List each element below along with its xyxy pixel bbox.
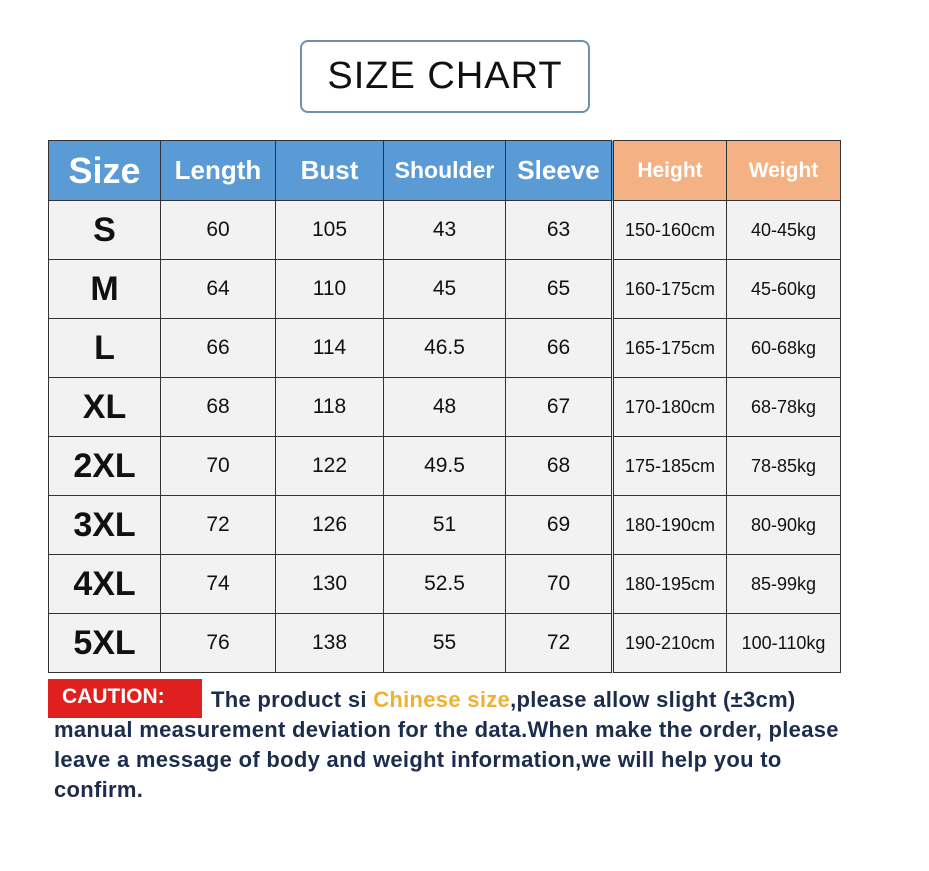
table-cell: 85-99kg	[726, 554, 841, 614]
column-header-bust: Bust	[275, 140, 384, 201]
column-header-weight: Weight	[726, 140, 841, 201]
table-row: M 64 110 45 65 160-175cm 45-60kg	[48, 259, 841, 319]
table-cell: 70	[160, 436, 276, 496]
table-cell: 114	[275, 318, 384, 378]
table-cell: 180-190cm	[611, 495, 727, 555]
table-cell: 68	[160, 377, 276, 437]
table-cell: 66	[505, 318, 613, 378]
header-row: Size Length Bust Shoulder Sleeve Height Weight	[48, 140, 841, 201]
table-cell: 110	[275, 259, 384, 319]
column-header-sleeve: Sleeve	[505, 140, 613, 201]
note-text-after: ,please allow slight (±3cm) manual measu…	[54, 687, 839, 802]
table-row: L 66 114 46.5 66 165-175cm 60-68kg	[48, 318, 841, 378]
table-row: S 60 105 43 63 150-160cm 40-45kg	[48, 200, 841, 260]
table-cell: 118	[275, 377, 384, 437]
table-cell: 105	[275, 200, 384, 260]
size-cell: S	[48, 200, 161, 260]
table-cell: 43	[383, 200, 506, 260]
table-row: 5XL 76 138 55 72 190-210cm 100-110kg	[48, 613, 841, 673]
table-cell: 52.5	[383, 554, 506, 614]
table-cell: 45-60kg	[726, 259, 841, 319]
column-header-height: Height	[611, 140, 727, 201]
table-cell: 100-110kg	[726, 613, 841, 673]
table-cell: 67	[505, 377, 613, 437]
note-text-before: The product si	[211, 687, 374, 712]
table-cell: 68	[505, 436, 613, 496]
table-cell: 64	[160, 259, 276, 319]
table-cell: 55	[383, 613, 506, 673]
table-cell: 138	[275, 613, 384, 673]
table-cell: 60-68kg	[726, 318, 841, 378]
table-row: 4XL 74 130 52.5 70 180-195cm 85-99kg	[48, 554, 841, 614]
table-cell: 63	[505, 200, 613, 260]
size-cell: 4XL	[48, 554, 161, 614]
table-cell: 80-90kg	[726, 495, 841, 555]
table-cell: 180-195cm	[611, 554, 727, 614]
table-row: 2XL 70 122 49.5 68 175-185cm 78-85kg	[48, 436, 841, 496]
table-cell: 175-185cm	[611, 436, 727, 496]
table-cell: 68-78kg	[726, 377, 841, 437]
size-table: Size Length Bust Shoulder Sleeve Height Weight…	[48, 140, 841, 673]
table-cell: 76	[160, 613, 276, 673]
size-cell: 3XL	[48, 495, 161, 555]
size-cell: L	[48, 318, 161, 378]
caution-label: CAUTION:	[48, 679, 202, 718]
table-cell: 126	[275, 495, 384, 555]
table-cell: 72	[505, 613, 613, 673]
table-cell: 170-180cm	[611, 377, 727, 437]
table-cell: 40-45kg	[726, 200, 841, 260]
table-cell: 165-175cm	[611, 318, 727, 378]
table-cell: 74	[160, 554, 276, 614]
note-highlight: Chinese size	[373, 687, 511, 712]
column-header-shoulder: Shoulder	[383, 140, 506, 201]
table-row: 3XL 72 126 51 69 180-190cm 80-90kg	[48, 495, 841, 555]
table-cell: 160-175cm	[611, 259, 727, 319]
table-cell: 69	[505, 495, 613, 555]
table-cell: 150-160cm	[611, 200, 727, 260]
table-cell: 78-85kg	[726, 436, 841, 496]
table-cell: 46.5	[383, 318, 506, 378]
table-cell: 45	[383, 259, 506, 319]
table-row: XL 68 118 48 67 170-180cm 68-78kg	[48, 377, 841, 437]
table-cell: 130	[275, 554, 384, 614]
column-header-length: Length	[160, 140, 276, 201]
table-cell: 65	[505, 259, 613, 319]
table-cell: 66	[160, 318, 276, 378]
table-cell: 70	[505, 554, 613, 614]
table-cell: 60	[160, 200, 276, 260]
table-cell: 49.5	[383, 436, 506, 496]
size-cell: 2XL	[48, 436, 161, 496]
size-cell: 5XL	[48, 613, 161, 673]
size-chart-title: SIZE CHART	[300, 40, 590, 113]
table-cell: 72	[160, 495, 276, 555]
table-cell: 122	[275, 436, 384, 496]
table-cell: 51	[383, 495, 506, 555]
table-cell: 48	[383, 377, 506, 437]
size-cell: M	[48, 259, 161, 319]
caution-note: The product si Chinese size,please allow…	[54, 685, 854, 805]
column-header-size: Size	[48, 140, 161, 201]
table-cell: 190-210cm	[611, 613, 727, 673]
size-cell: XL	[48, 377, 161, 437]
